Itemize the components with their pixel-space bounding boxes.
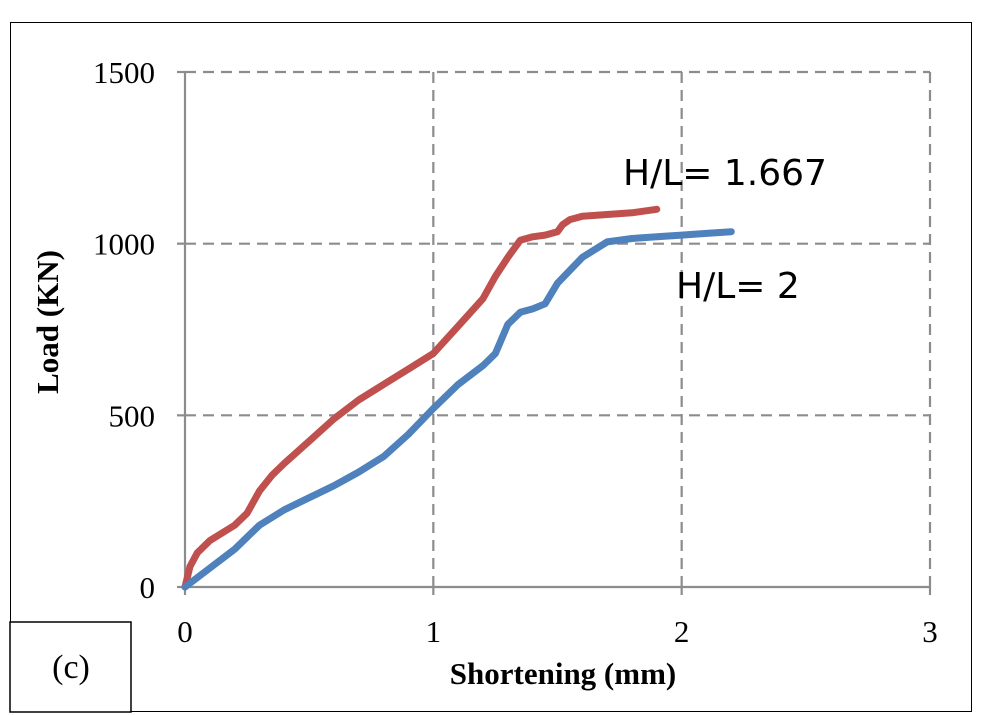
- grid-lines: [177, 70, 932, 595]
- x-tick-label: 3: [922, 614, 938, 649]
- chart-frame: [10, 22, 972, 712]
- panel-label-box: [9, 621, 132, 713]
- series-label-hl-1667: H/L= 1.667: [623, 153, 827, 194]
- x-tick-label: 1: [426, 614, 442, 649]
- y-tick-label: 0: [140, 570, 156, 605]
- y-tick-label: 1000: [93, 227, 155, 262]
- x-tick-label: 0: [177, 614, 193, 649]
- data-series: [181, 205, 735, 591]
- y-tick-label: 500: [109, 398, 156, 433]
- panel-label: (c): [52, 649, 90, 686]
- series-line-hl-1667: [181, 205, 661, 591]
- x-tick-label: 2: [674, 614, 690, 649]
- y-tick-label: 1500: [93, 55, 155, 90]
- x-axis-title: Shortening (mm): [450, 656, 676, 691]
- tick-labels: 0 1 2 3 0 500 1000 1500: [93, 55, 938, 649]
- series-line-hl-2: [181, 228, 735, 591]
- series-label-hl-2: H/L= 2: [676, 266, 800, 307]
- y-axis-title: Load (KN): [30, 250, 65, 394]
